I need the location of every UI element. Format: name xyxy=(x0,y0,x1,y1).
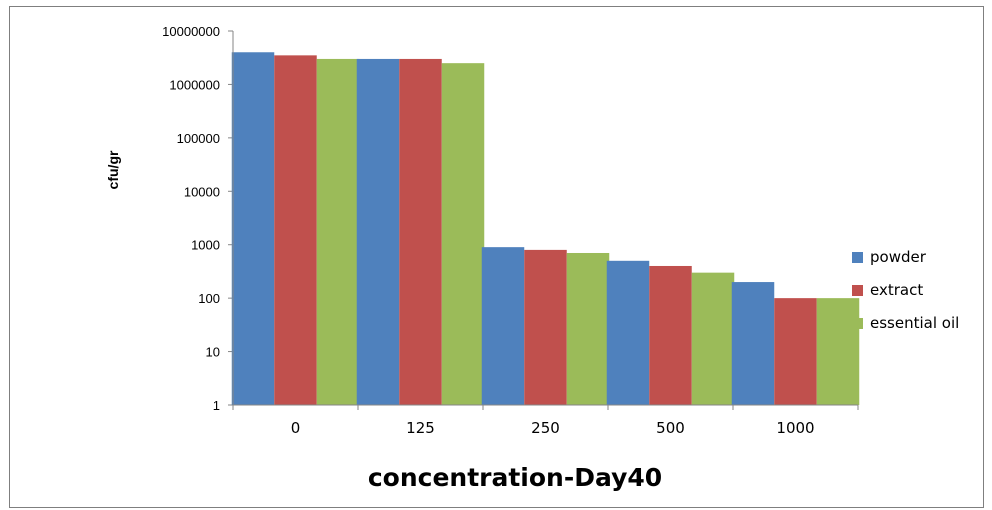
y-tick-label: 1000 xyxy=(191,238,220,253)
x-tick-label: 1000 xyxy=(776,419,814,437)
legend: powder extract essential oil xyxy=(852,248,959,332)
bar-powder-125 xyxy=(356,58,400,405)
bar-essential-oil-250 xyxy=(566,252,610,405)
x-tick-label: 0 xyxy=(291,419,301,437)
legend-swatch xyxy=(852,318,863,329)
bar-essential-oil-0 xyxy=(316,58,360,405)
y-tick-label: 10000 xyxy=(184,184,220,199)
y-tick-label: 1 xyxy=(213,398,220,413)
y-axis-ticks: 1 10 100 1000 10000 100000 1000000 10000000 xyxy=(162,24,233,413)
y-tick-label: 10000000 xyxy=(162,24,220,39)
legend-label: extract xyxy=(870,281,923,299)
x-axis-label: concentration-Day40 xyxy=(368,463,662,492)
y-axis-label: cfu/gr xyxy=(105,150,121,189)
y-tick-label: 100000 xyxy=(177,131,220,146)
bar-essential-oil-500 xyxy=(691,272,735,405)
bar-powder-0 xyxy=(231,52,275,406)
x-axis-ticks: 0 125 250 500 1000 xyxy=(232,405,859,437)
x-tick-label: 125 xyxy=(406,419,435,437)
y-tick-label: 100 xyxy=(198,291,220,306)
y-tick-label: 1000000 xyxy=(169,77,220,92)
bar-powder-250 xyxy=(481,247,525,405)
bar-extract-1000 xyxy=(774,298,817,405)
bar-powder-1000 xyxy=(731,282,775,405)
bar-essential-oil-125 xyxy=(441,63,485,405)
bar-extract-125 xyxy=(399,58,442,405)
bar-extract-500 xyxy=(649,265,692,405)
x-tick-label: 500 xyxy=(656,419,685,437)
bar-powder-500 xyxy=(606,260,650,405)
legend-swatch xyxy=(852,252,863,263)
bars xyxy=(231,52,860,406)
y-tick-label: 10 xyxy=(206,345,220,360)
legend-label: powder xyxy=(870,248,927,266)
x-tick-label: 250 xyxy=(531,419,560,437)
legend-label: essential oil xyxy=(870,314,959,332)
bar-essential-oil-1000 xyxy=(816,298,860,405)
bar-extract-0 xyxy=(274,55,317,405)
legend-swatch xyxy=(852,285,863,296)
bar-extract-250 xyxy=(524,249,567,405)
